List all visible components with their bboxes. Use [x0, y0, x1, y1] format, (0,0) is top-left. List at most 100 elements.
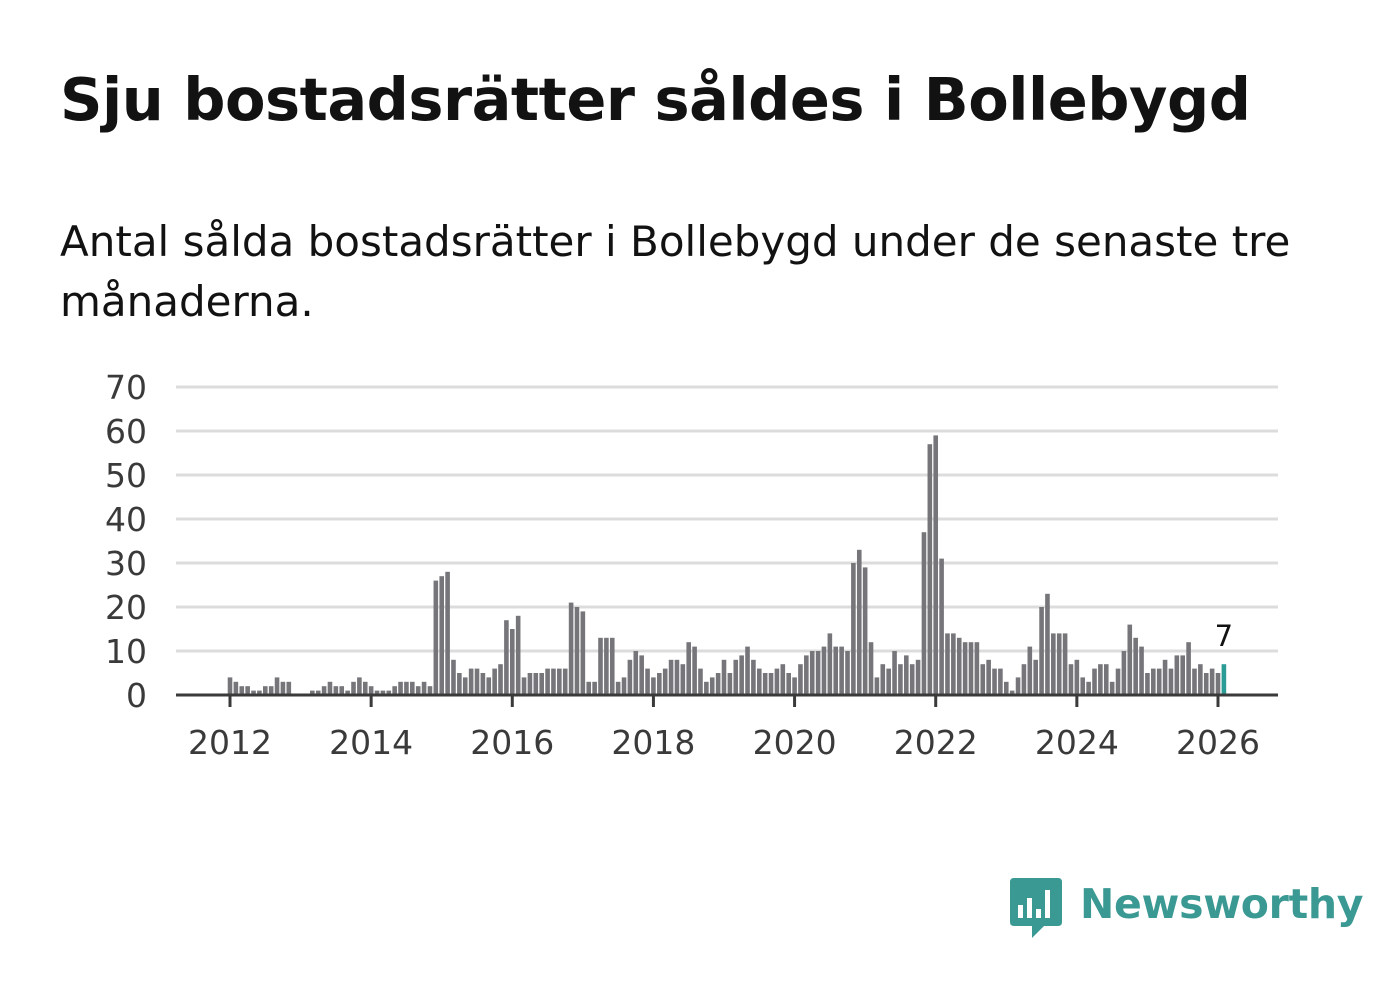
- bar: [915, 659, 921, 695]
- bar: [574, 607, 580, 695]
- x-tick-label: 2016: [470, 723, 554, 762]
- bar: [333, 686, 339, 695]
- bar: [768, 673, 774, 695]
- gridlines: [176, 385, 1278, 653]
- y-tick-label: 10: [105, 632, 147, 671]
- bar: [533, 673, 539, 695]
- bar: [539, 673, 544, 695]
- bar: [1162, 659, 1168, 695]
- bar: [527, 673, 533, 695]
- bar: [1015, 677, 1021, 695]
- bar: [615, 681, 621, 695]
- x-tick-label: 2026: [1176, 723, 1260, 762]
- bar: [468, 668, 474, 695]
- bar: [780, 664, 786, 695]
- bar: [798, 664, 803, 695]
- bar: [345, 690, 350, 695]
- bar: [1115, 668, 1121, 695]
- bar: [598, 637, 603, 695]
- bar: [233, 681, 239, 695]
- bar: [445, 571, 450, 695]
- bar: [745, 646, 750, 695]
- bar: [827, 633, 833, 695]
- bar: [674, 659, 680, 695]
- newsworthy-logo-icon: [1010, 878, 1062, 938]
- bar: [904, 655, 909, 695]
- bar: [427, 686, 433, 695]
- bar: [927, 444, 933, 695]
- bar: [874, 677, 880, 695]
- bar: [980, 664, 986, 695]
- bar: [1051, 633, 1056, 695]
- x-tick-label: 2018: [611, 723, 695, 762]
- bar: [792, 677, 797, 695]
- bar: [439, 576, 445, 695]
- y-tick-label: 40: [105, 500, 147, 539]
- bar: [1003, 681, 1009, 695]
- bar: [1103, 664, 1109, 695]
- bar: [374, 690, 380, 695]
- bar: [898, 664, 903, 695]
- bar: [1092, 668, 1097, 695]
- bar: [604, 637, 609, 695]
- bars: [227, 435, 1227, 695]
- bar: [227, 677, 233, 695]
- y-tick-label: 70: [105, 368, 147, 407]
- y-tick-label: 20: [105, 588, 147, 627]
- bar: [515, 615, 521, 695]
- bar: [1168, 668, 1174, 695]
- bar: [862, 567, 868, 695]
- bar: [239, 686, 245, 695]
- bar: [962, 642, 968, 695]
- bar: [410, 681, 415, 695]
- bar: [398, 681, 403, 695]
- bar: [851, 563, 856, 695]
- bar: [839, 646, 844, 695]
- bar: [474, 668, 480, 695]
- x-tick-label: 2024: [1035, 723, 1119, 762]
- bar: [1086, 681, 1091, 695]
- bar: [492, 668, 497, 695]
- bar: [1009, 690, 1015, 695]
- bar: [998, 668, 1003, 695]
- bar: [721, 659, 727, 695]
- bar: [1215, 673, 1221, 695]
- brand-name: Newsworthy: [1080, 880, 1364, 928]
- bar: [756, 668, 762, 695]
- bar: [786, 673, 791, 695]
- bar: [1033, 659, 1038, 695]
- bar: [951, 633, 956, 695]
- bar: [804, 655, 809, 695]
- bar: [274, 677, 280, 695]
- bar: [551, 668, 556, 695]
- bar: [421, 681, 427, 695]
- bar: [404, 681, 409, 695]
- bar: [1098, 664, 1103, 695]
- bar: [974, 642, 980, 695]
- bar: [315, 690, 321, 695]
- bar: [627, 659, 633, 695]
- x-tick-label: 2014: [329, 723, 413, 762]
- bar: [339, 686, 345, 695]
- bar: [715, 673, 721, 695]
- bar: [945, 633, 950, 695]
- bar: [609, 637, 615, 695]
- y-tick-label: 50: [105, 456, 147, 495]
- bar: [921, 532, 927, 695]
- bar: [457, 673, 462, 695]
- bar: [845, 651, 850, 695]
- y-tick-label: 0: [126, 676, 147, 715]
- bar: [1139, 646, 1144, 695]
- bar: [868, 642, 874, 695]
- bar: [509, 629, 515, 695]
- bar: [1209, 668, 1215, 695]
- bar: [545, 668, 550, 695]
- bar: [833, 646, 839, 695]
- bar: [762, 673, 768, 695]
- bar: [362, 681, 368, 695]
- bar: [1021, 664, 1027, 695]
- bar: [380, 690, 386, 695]
- bar: [415, 686, 421, 695]
- bar: [1074, 659, 1080, 695]
